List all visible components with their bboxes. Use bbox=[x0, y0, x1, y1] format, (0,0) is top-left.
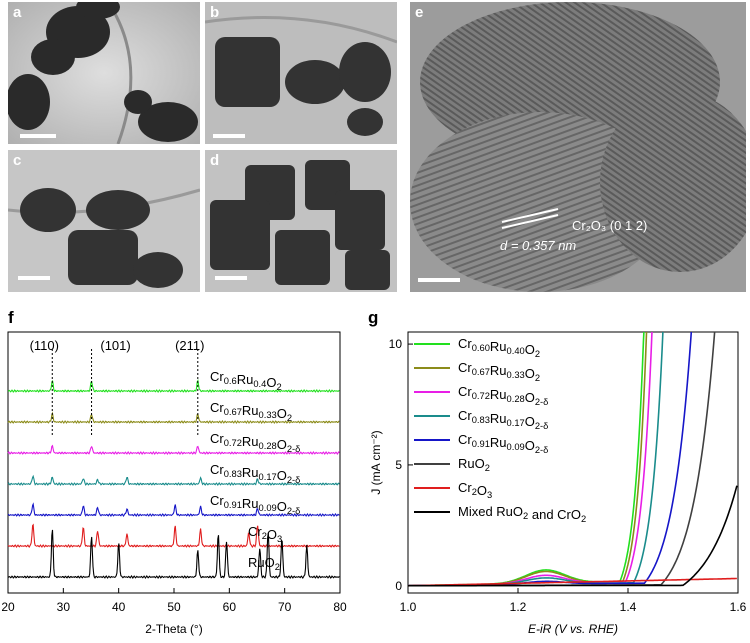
xrd-series-line bbox=[7, 411, 340, 424]
xrd-x-tick-label: 60 bbox=[223, 600, 237, 614]
xrd-chart: 20 30 40 50 60 70 80 2-Theta (°) Cr0.6Ru0.4O2 Cr0… bbox=[1, 331, 347, 636]
xrd-series-line bbox=[7, 523, 340, 549]
plane-label: Cr₂O₃ (0 1 2) bbox=[572, 218, 648, 233]
lsv-legend-label: Cr2O3 bbox=[458, 480, 492, 500]
scale-bar-b bbox=[213, 134, 245, 138]
lsv-y-tick-label: 10 bbox=[389, 337, 403, 351]
tem-image-d: d bbox=[205, 150, 397, 292]
xrd-plot-frame bbox=[7, 331, 341, 594]
lsv-x-tick-label: 1.4 bbox=[620, 600, 637, 614]
xrd-x-tick-label: 80 bbox=[333, 600, 347, 614]
hrtem-e-drawing bbox=[410, 2, 746, 292]
tem-image-a: a bbox=[8, 2, 200, 144]
xrd-series-label: Cr0.91Ru0.09O2-δ bbox=[210, 493, 300, 516]
xrd-series-label: Cr0.72Ru0.28O2-δ bbox=[210, 431, 300, 454]
xrd-series-label: Cr0.67Ru0.33O2 bbox=[210, 400, 292, 423]
panel-label-c: c bbox=[13, 152, 22, 169]
lsv-x-tick-label: 1.2 bbox=[510, 600, 527, 614]
xrd-series-line bbox=[8, 529, 340, 579]
tem-a-drawing bbox=[8, 2, 200, 144]
xrd-x-tick-label: 50 bbox=[167, 600, 181, 614]
xrd-x-tick-label: 70 bbox=[278, 600, 292, 614]
xrd-series-label: Cr2O3 bbox=[248, 524, 282, 544]
xrd-peak-label: (101) bbox=[100, 338, 130, 353]
lsv-plot-frame bbox=[407, 331, 739, 594]
lsv-series-line bbox=[408, 485, 738, 587]
xrd-series-label: RuO2 bbox=[248, 555, 280, 572]
scale-bar-a bbox=[20, 134, 56, 138]
xrd-x-tick-label: 30 bbox=[57, 600, 71, 614]
xrd-x-tick-label: 20 bbox=[1, 600, 15, 614]
panel-label-a: a bbox=[13, 4, 22, 21]
tem-c-drawing bbox=[8, 150, 200, 292]
tem-d-drawing bbox=[205, 150, 397, 292]
tem-image-c: c bbox=[8, 150, 200, 292]
tem-image-b: b bbox=[205, 2, 397, 144]
lsv-x-tick-label: 1.6 bbox=[730, 600, 747, 614]
lsv-legend-label: Cr0.67Ru0.33O2 bbox=[458, 360, 540, 383]
lsv-y-axis-label: J (mA cm⁻²) bbox=[369, 430, 383, 494]
lsv-x-tick-label: 1.0 bbox=[400, 600, 417, 614]
lsv-legend-label: Cr0.60Ru0.40O2 bbox=[458, 336, 540, 359]
lsv-legend-label: Cr0.72Ru0.28O2-δ bbox=[458, 384, 548, 407]
xrd-series-line bbox=[7, 474, 340, 487]
xrd-peak-label: (211) bbox=[175, 338, 204, 353]
xrd-series-line bbox=[7, 444, 340, 455]
lsv-legend-label: Cr0.83Ru0.17O2-δ bbox=[458, 408, 548, 431]
xrd-series-label: Cr0.6Ru0.4O2 bbox=[210, 369, 282, 392]
xrd-series-line bbox=[7, 379, 340, 393]
xrd-series-label: Cr0.83Ru0.17O2-δ bbox=[210, 462, 300, 485]
lsv-x-axis-label: E-iR (V vs. RHE) bbox=[528, 622, 618, 636]
lsv-chart: 1.0 1.2 1.4 1.6 0 5 10 E-iR (V vs. RHE) J (mA cm… bbox=[369, 331, 747, 636]
tem-b-drawing bbox=[205, 2, 397, 144]
xrd-peak-label: (110) bbox=[30, 338, 59, 353]
panel-label-d: d bbox=[210, 152, 220, 169]
panel-label-e: e bbox=[415, 4, 424, 21]
lsv-legend-label: Cr0.91Ru0.09O2-δ bbox=[458, 432, 548, 455]
xrd-x-tick-label: 40 bbox=[112, 600, 126, 614]
lsv-legend-label: Mixed RuO2 and CrO2 bbox=[458, 504, 586, 524]
scale-bar-e bbox=[418, 278, 460, 282]
panel-label-b: b bbox=[210, 4, 220, 21]
hrtem-image-e: e Cr₂O₃ (0 1 2) d = 0.357 nm bbox=[410, 2, 746, 292]
panel-label-f: f bbox=[8, 308, 14, 327]
spacing-label: d = 0.357 nm bbox=[500, 238, 577, 253]
scale-bar-c bbox=[18, 276, 50, 280]
scale-bar-d bbox=[215, 276, 247, 280]
lsv-y-tick-label: 5 bbox=[395, 458, 402, 472]
panel-label-g: g bbox=[368, 308, 379, 327]
lsv-legend-label: RuO2 bbox=[458, 456, 490, 473]
lsv-y-tick-label: 0 bbox=[395, 579, 402, 593]
xrd-series-line bbox=[7, 502, 340, 517]
xrd-x-axis-label: 2-Theta (°) bbox=[145, 622, 202, 636]
lsv-series-line bbox=[408, 577, 737, 587]
